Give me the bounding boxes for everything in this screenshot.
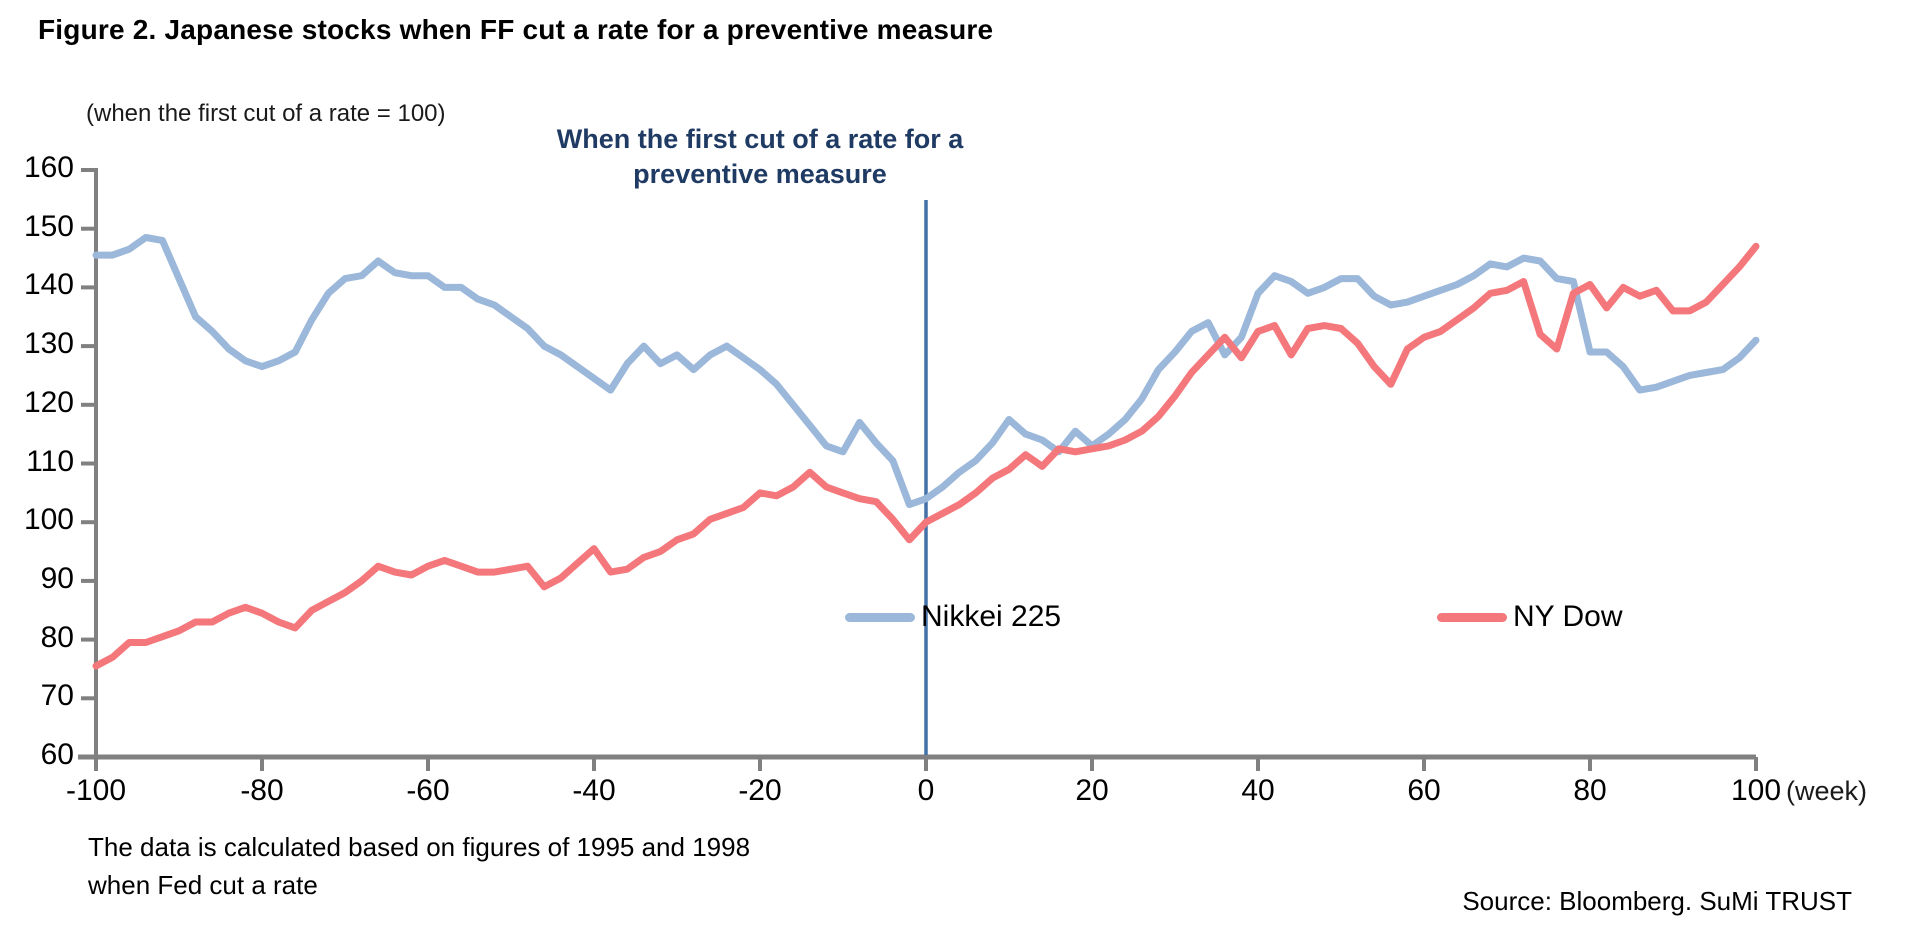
x-tick-label: 80	[1573, 774, 1607, 807]
x-tick-label: -40	[572, 774, 616, 807]
y-tick-label: 120	[23, 385, 74, 419]
y-tick-label: 100	[23, 503, 74, 537]
nikkei-line-swatch	[845, 612, 915, 622]
y-tick-label: 140	[23, 268, 74, 302]
legend-item-nikkei: Nikkei 225	[845, 600, 1061, 634]
source-credit: Source: Bloomberg. SuMi TRUST	[1462, 886, 1852, 916]
y-tick-label: 150	[23, 209, 74, 243]
footnote-line2: when Fed cut a rate	[88, 870, 318, 900]
page-title: Figure 2. Japanese stocks when FF cut a …	[38, 14, 994, 45]
y-axis-unit-note: (when the first cut of a rate = 100)	[86, 100, 446, 127]
x-tick-label: -20	[738, 774, 782, 807]
x-tick-label: 20	[1075, 774, 1109, 807]
footnote-line1: The data is calculated based on figures …	[88, 832, 751, 862]
y-tick-label: 70	[40, 679, 74, 713]
legend-label-nikkei: Nikkei 225	[921, 600, 1062, 633]
y-tick-label: 160	[23, 151, 74, 184]
nydow-line-swatch	[1437, 612, 1507, 622]
legend-item-nydow: NY Dow	[1437, 600, 1622, 634]
x-tick-label: 0	[917, 774, 935, 807]
x-axis-unit-label: (week)	[1786, 776, 1868, 806]
x-tick-label: 60	[1407, 774, 1441, 807]
legend-label-nydow: NY Dow	[1513, 600, 1623, 633]
ny-dow-line	[92, 242, 1760, 670]
event-annotation-line2: preventive measure	[633, 159, 887, 189]
event-annotation-line1: When the first cut of a rate for a	[556, 124, 964, 154]
y-tick-label: 110	[26, 444, 74, 478]
y-tick-label: 80	[40, 620, 74, 654]
event-annotation: When the first cut of a rate for a preve…	[460, 122, 1060, 192]
x-tick-label: -60	[406, 774, 450, 807]
nikkei-225-line	[92, 234, 1760, 509]
y-tick-label: 60	[40, 738, 74, 771]
x-tick-label: -80	[240, 774, 284, 807]
footnote: The data is calculated based on figures …	[88, 828, 750, 904]
y-tick-label: 90	[40, 561, 74, 595]
x-tick-label: -100	[65, 774, 127, 807]
x-tick-label: 100	[1730, 774, 1782, 807]
x-tick-label: 40	[1241, 774, 1275, 807]
y-tick-label: 130	[23, 327, 74, 361]
